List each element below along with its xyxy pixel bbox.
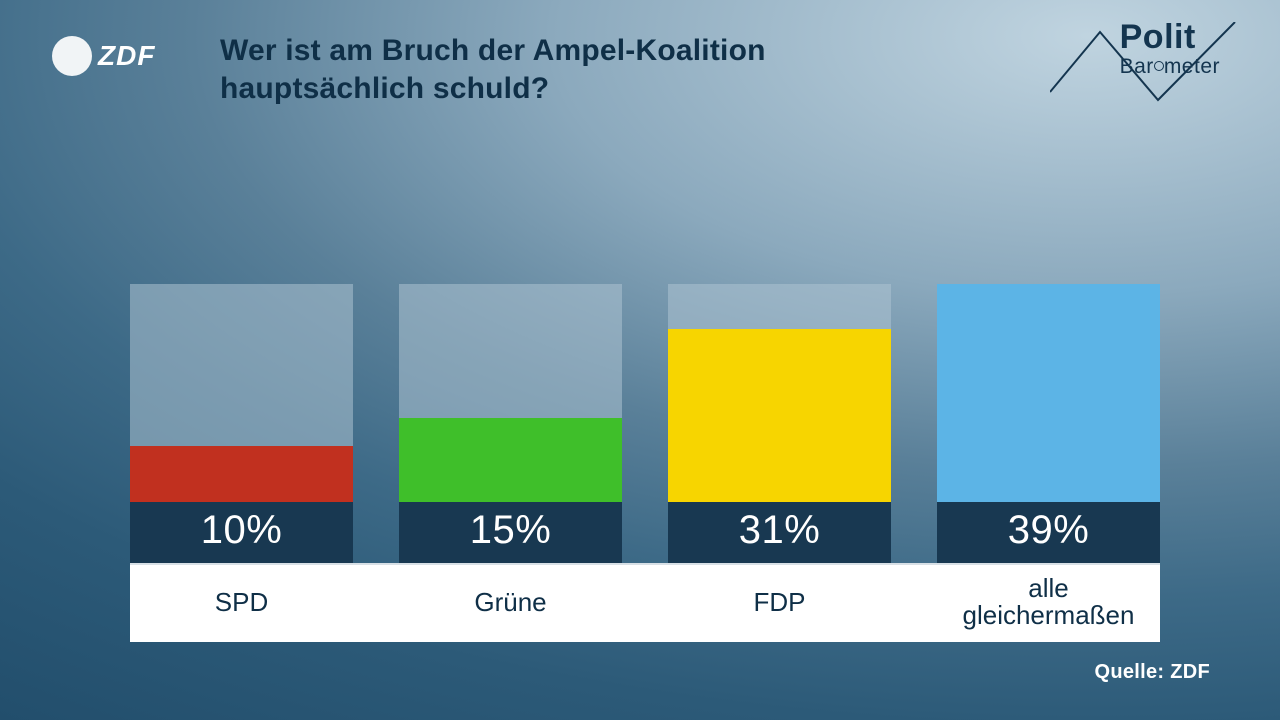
category-label: FDP [668,565,891,642]
bar-fill [130,446,353,502]
bar-fill [668,329,891,502]
question-title: Wer ist am Bruch der Ampel-Koalition hau… [220,32,766,107]
percent-value: 10% [130,502,353,563]
label-row: SPD Grüne FDP alle gleichermaßen [130,563,1160,642]
title-line-1: Wer ist am Bruch der Ampel-Koalition [220,32,766,70]
category-label: SPD [130,565,353,642]
bar-fill [399,418,622,502]
bar-fill [937,284,1160,502]
bar-slot [668,284,891,502]
polit-text: Polit [1120,22,1220,53]
percent-row: 10% 15% 31% 39% [130,502,1160,563]
bar-slot [130,284,353,502]
bar-area [130,284,1160,502]
percent-value: 39% [937,502,1160,563]
zdf-logo-text: ZDF [97,40,155,71]
zdf-logo: ZDF [50,34,170,78]
blame-bar-chart: 10% 15% 31% 39% SPD Grüne FDP alle gleichermaß… [130,284,1160,642]
politbarometer-logo: Polit Barmeter [1120,22,1220,79]
source-attribution: Quelle: ZDF [1094,661,1210,684]
percent-value: 15% [399,502,622,563]
bar-slot [399,284,622,502]
category-label: Grüne [399,565,622,642]
bar-slot [937,284,1160,502]
barometer-text: Barmeter [1120,55,1220,79]
politbarometer-slide: ZDF Wer ist am Bruch der Ampel-Koalition… [0,0,1280,720]
title-line-2: hauptsächlich schuld? [220,70,766,108]
category-label: alle gleichermaßen [937,565,1160,642]
percent-value: 31% [668,502,891,563]
